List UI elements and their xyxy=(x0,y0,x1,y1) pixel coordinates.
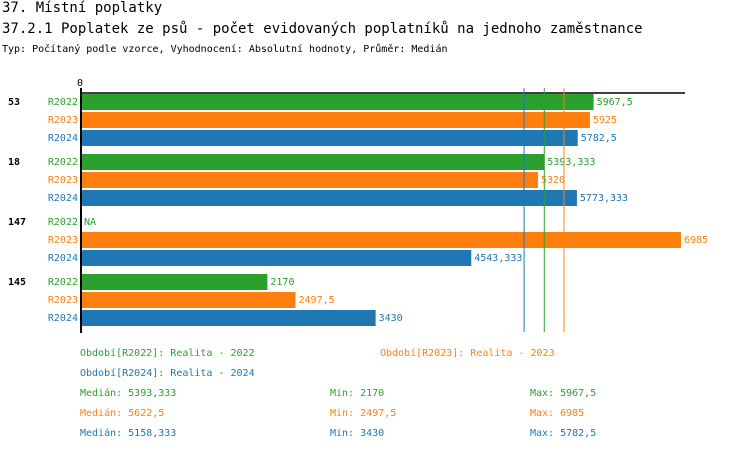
bar-r2023 xyxy=(81,232,681,248)
stat-median: Medián: 5393,333 xyxy=(80,388,177,399)
series-label: R2022 xyxy=(48,217,78,228)
bar-r2024 xyxy=(81,310,376,326)
legend-r2023: Období[R2023]: Realita - 2023 xyxy=(380,348,555,359)
stat-min: Min: 2170 xyxy=(330,388,385,399)
stat-max: Max: 6985 xyxy=(530,408,585,419)
section-title: 37. Místní poplatky xyxy=(2,0,163,16)
legend-r2022: Období[R2022]: Realita - 2022 xyxy=(80,348,255,359)
bar-r2022 xyxy=(81,154,545,170)
series-label: R2024 xyxy=(48,133,78,144)
data-label: 5320 xyxy=(541,175,565,186)
data-label: 2170 xyxy=(270,277,294,288)
group-label: 145 xyxy=(8,277,26,288)
series-label: R2024 xyxy=(48,253,78,264)
bar-r2024 xyxy=(81,250,472,266)
series-label: R2023 xyxy=(48,175,78,186)
bar-r2022 xyxy=(81,274,268,290)
stat-median: Medián: 5158,333 xyxy=(80,428,177,439)
stat-max: Max: 5967,5 xyxy=(530,388,597,399)
series-label: R2024 xyxy=(48,193,78,204)
data-label: 5782,5 xyxy=(581,133,617,144)
data-label: 3430 xyxy=(379,313,403,324)
data-label: NA xyxy=(84,217,96,228)
bar-r2024 xyxy=(81,130,578,146)
bar-r2024 xyxy=(81,190,577,206)
data-label: 4543,333 xyxy=(474,253,522,264)
data-label: 5773,333 xyxy=(580,193,628,204)
data-label: 5393,333 xyxy=(547,157,595,168)
bar-r2023 xyxy=(81,112,590,128)
series-label: R2022 xyxy=(48,157,78,168)
group-label: 147 xyxy=(8,217,26,228)
stat-max: Max: 5782,5 xyxy=(530,428,597,439)
series-label: R2024 xyxy=(48,313,78,324)
data-label: 6985 xyxy=(684,235,708,246)
group-label: 18 xyxy=(8,157,20,168)
series-label: R2023 xyxy=(48,295,78,306)
legend-r2024: Období[R2024]: Realita - 2024 xyxy=(80,368,255,379)
stat-min: Min: 3430 xyxy=(330,428,385,439)
group-label: 53 xyxy=(8,97,20,108)
stat-median: Medián: 5622,5 xyxy=(80,408,165,419)
series-label: R2023 xyxy=(48,235,78,246)
bar-r2023 xyxy=(81,292,296,308)
series-label: R2022 xyxy=(48,97,78,108)
bar-r2023 xyxy=(81,172,538,188)
data-label: 5967,5 xyxy=(597,97,633,108)
subtitle: Typ: Počítaný podle vzorce, Vyhodnocení:… xyxy=(2,44,448,55)
series-label: R2023 xyxy=(48,115,78,126)
bar-chart: 0 53 R2022 5967,5 R2023 5925 R2024 5782,5 18 R202… xyxy=(8,78,708,333)
x-tick-label: 0 xyxy=(77,78,83,89)
bar-r2022 xyxy=(81,94,594,110)
stat-min: Min: 2497,5 xyxy=(330,408,397,419)
page-title: 37.2.1 Poplatek ze psů - počet evidovaný… xyxy=(2,21,643,37)
data-label: 5925 xyxy=(593,115,617,126)
series-label: R2022 xyxy=(48,277,78,288)
data-label: 2497,5 xyxy=(299,295,335,306)
